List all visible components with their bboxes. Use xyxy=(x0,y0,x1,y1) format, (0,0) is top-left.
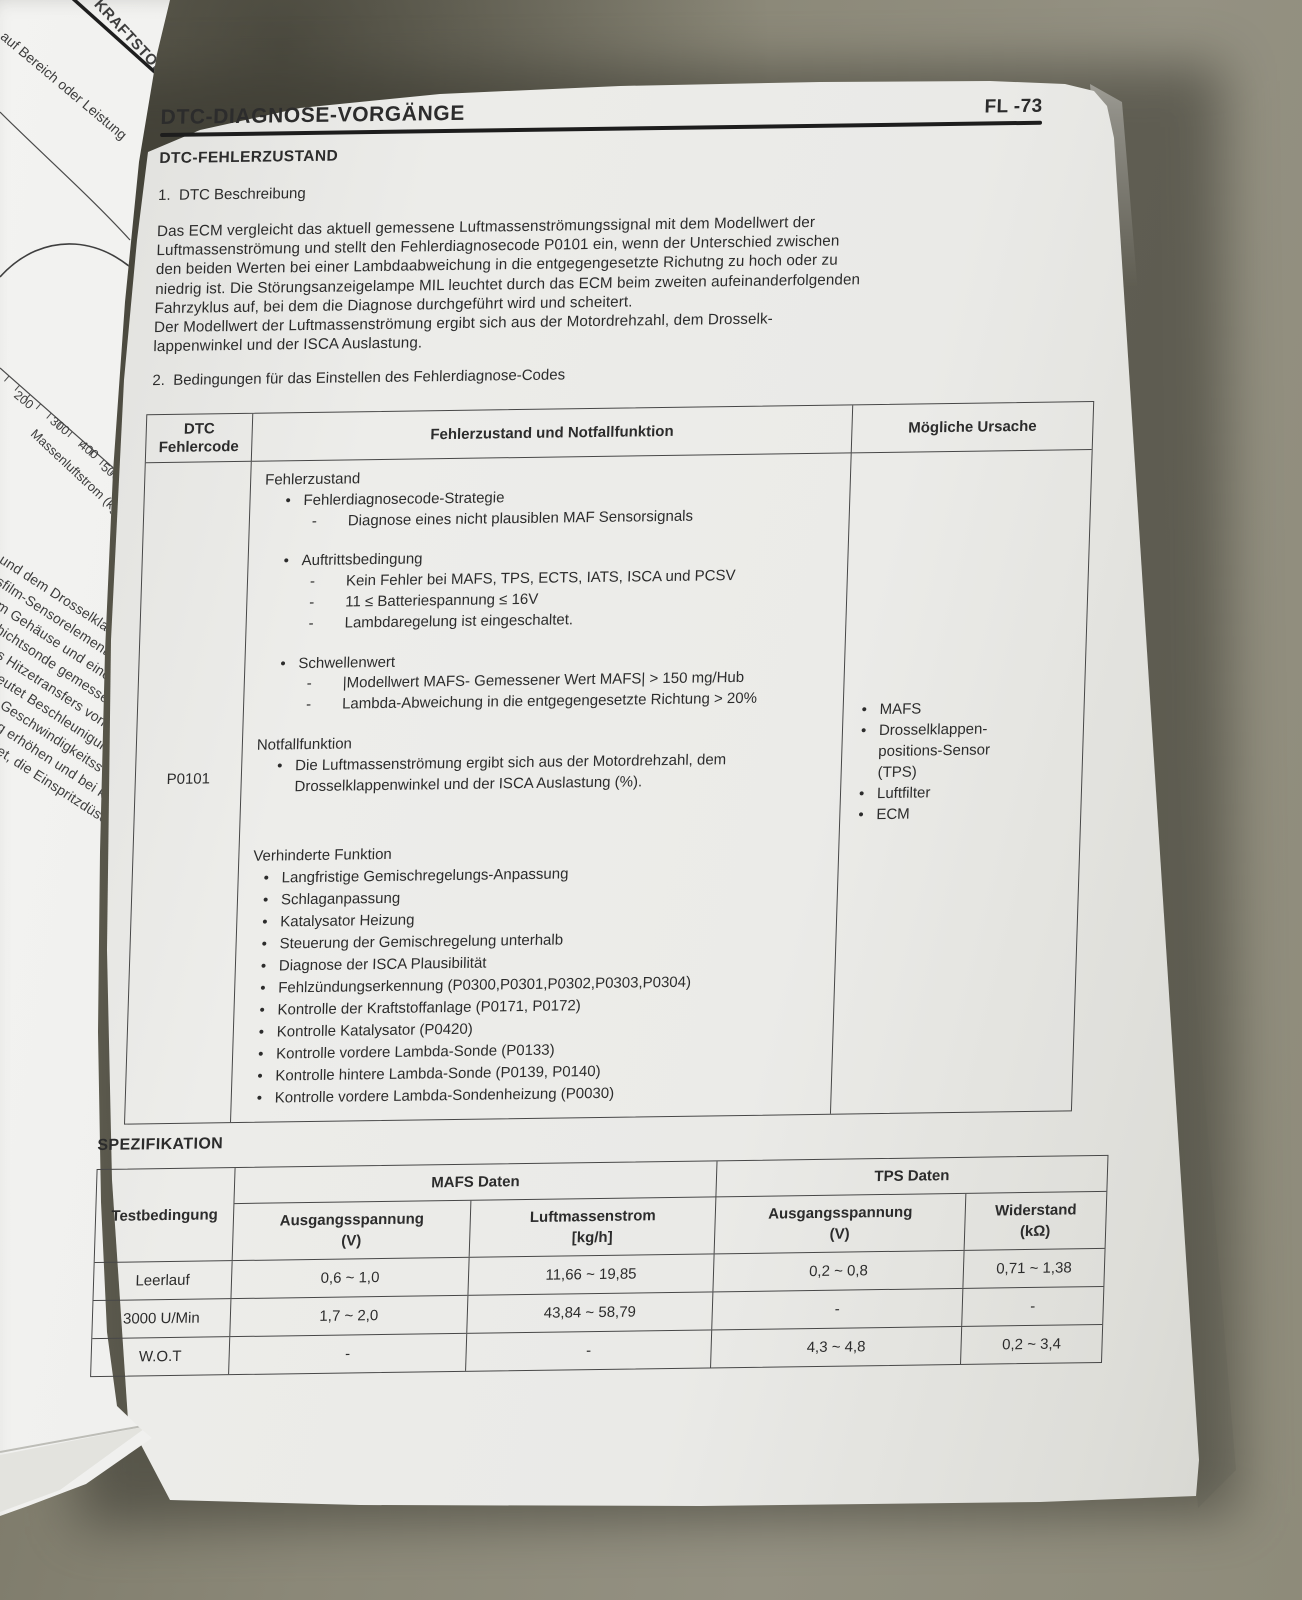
spec-value: 4,3 ~ 4,8 xyxy=(711,1326,963,1368)
dtc-table-body: P0101 Fehlerzustand Fehlerdiagnosecode-S… xyxy=(125,450,1092,1124)
dtc-description-heading: 1. DTC Beschreibung xyxy=(157,184,307,205)
spec-row-label: Leerlauf xyxy=(93,1261,233,1301)
spec-table: Testbedingung MAFS Daten TPS Daten Ausga… xyxy=(90,1154,1109,1378)
spec-heading: SPEZIFIKATION xyxy=(97,1135,224,1154)
spec-value: 0,2 ~ 0,8 xyxy=(713,1250,965,1292)
dtc-col-header-condition: Fehlerzustand und Notfallfunktion xyxy=(251,405,854,462)
spec-corner-header: Testbedingung xyxy=(94,1168,236,1263)
spec-row-label: W.O.T xyxy=(91,1337,231,1377)
spec-value: 11,66 ~ 19,85 xyxy=(468,1254,715,1295)
spec-table-header: Testbedingung MAFS Daten TPS Daten Ausga… xyxy=(94,1155,1108,1263)
section-title: DTC-FEHLERZUSTAND xyxy=(159,147,339,168)
spec-value: - xyxy=(1030,1297,1036,1315)
spec-subheader: Luftmassenstrom [kg/h] xyxy=(469,1197,717,1257)
page-number: FL -73 xyxy=(984,95,1043,118)
spec-row-label: 3000 U/Min xyxy=(92,1299,232,1339)
spec-value: - xyxy=(229,1333,468,1375)
spec-subheader: Widerstand (kΩ) xyxy=(994,1201,1077,1241)
spec-group-tps: TPS Daten xyxy=(716,1155,1108,1198)
left-page-line-art xyxy=(0,0,170,1512)
spec-value: 0,2 ~ 3,4 xyxy=(1001,1335,1062,1354)
spec-value: 1,7 ~ 2,0 xyxy=(230,1295,469,1337)
cause-item: Drosselklappen- xyxy=(857,717,1080,741)
dtc-condition-cell: Fehlerzustand Fehlerdiagnosecode-Strateg… xyxy=(231,453,852,1123)
verhindert-list: Langfristige Gemischregelungs-Anpassung … xyxy=(241,860,832,1110)
dtc-col-header-code: DTC Fehlercode xyxy=(145,413,254,464)
spec-value: 43,84 ~ 58,79 xyxy=(467,1292,714,1333)
spec-value: - xyxy=(712,1288,964,1330)
spec-value: 0,6 ~ 1,0 xyxy=(231,1257,470,1299)
dtc-cause-cell: MAFS Drosselklappen- positions-Sensor (T… xyxy=(831,450,1092,1114)
spec-value: 0,71 ~ 1,38 xyxy=(995,1259,1072,1278)
cause-item: ECM xyxy=(854,801,1077,825)
spec-value: - xyxy=(466,1330,713,1371)
page-title: DTC-DIAGNOSE-VORGÄNGE xyxy=(160,101,466,130)
conditions-heading: 2. Bedingungen für das Einstellen des Fe… xyxy=(152,366,566,390)
page-content: DTC-DIAGNOSE-VORGÄNGE FL -73 DTC-FEHLERZ… xyxy=(90,94,1109,1527)
dtc-table: DTC Fehlercode Fehlerzustand und Notfallf… xyxy=(123,400,1095,1125)
spec-subheader: Ausgangsspannung (V) xyxy=(714,1193,967,1254)
spec-subheader: Ausgangsspannung (V) xyxy=(232,1200,472,1261)
dtc-col-header-cause: Mögliche Ursache xyxy=(851,402,1094,454)
dtc-code-cell: P0101 xyxy=(125,461,252,1124)
dtc-description-paragraph: Das ECM vergleicht das aktuell gemessene… xyxy=(153,210,1039,357)
